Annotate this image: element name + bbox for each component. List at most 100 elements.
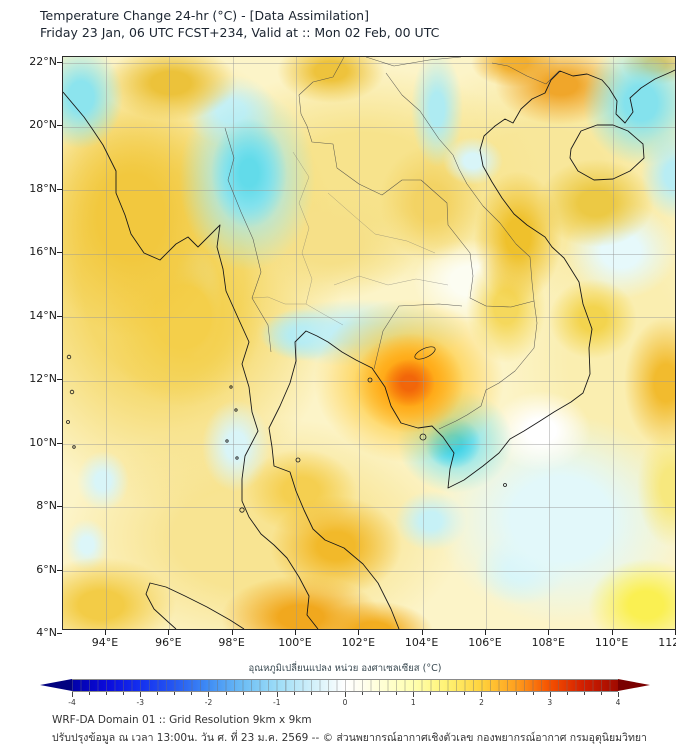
colorbar-tick-label: -2 [204, 698, 213, 707]
x-axis-label: 108°E [531, 636, 566, 649]
y-axis-label: 4°N [36, 625, 57, 639]
colorbar-tick-label: 1 [410, 698, 416, 707]
grid-line-lat [63, 380, 675, 382]
colorbar-tick [566, 692, 568, 695]
colorbar-tick [89, 692, 91, 695]
colorbar-tick [327, 692, 329, 695]
figure-title: Temperature Change 24-hr (°C) - [Data As… [40, 8, 369, 23]
x-axis-label: 96°E [155, 636, 182, 649]
x-axis-label: 112°E [658, 636, 676, 649]
figure-subtitle: Friday 23 Jan, 06 UTC FCST+234, Valid at… [40, 25, 440, 40]
colorbar-tick [344, 692, 346, 697]
x-axis-label: 106°E [468, 636, 502, 649]
colorbar-tick [157, 692, 159, 695]
x-axis-label: 98°E [218, 636, 245, 649]
footer-domain-info: WRF-DA Domain 01 :: Grid Resolution 9km … [52, 714, 312, 726]
y-axis-label: 6°N [36, 562, 57, 576]
colorbar-tick [600, 692, 602, 695]
colorbar-tick [259, 692, 261, 695]
x-axis-label: 100°E [278, 636, 312, 649]
colorbar [40, 679, 650, 692]
colorbar-tick [532, 692, 534, 695]
grid-line-lon [359, 57, 361, 629]
colorbar-tick [498, 692, 500, 695]
colorbar-tick [481, 692, 483, 697]
footer-thai-credit: ปรับปรุงข้อมูล ณ เวลา 13:00น. วัน ศ. ที่… [52, 732, 647, 744]
colorbar-tick-label: -3 [136, 698, 144, 707]
colorbar-tick [617, 692, 619, 697]
x-axis-tick [358, 630, 360, 635]
y-axis-label: 10°N [29, 435, 57, 449]
y-axis-tick [57, 188, 62, 190]
grid-line-lon [106, 57, 107, 629]
y-axis-tick [57, 62, 62, 63]
colorbar-tick-label: -4 [68, 698, 76, 707]
colorbar-tick [123, 692, 125, 695]
coastline-paths [63, 69, 675, 629]
grid-line-lat [63, 63, 675, 65]
y-axis-tick [57, 506, 62, 508]
colorbar-tick [515, 692, 517, 695]
colorbar-tick-label: 2 [479, 698, 484, 707]
x-axis-label: 104°E [404, 636, 439, 649]
grid-line-lon [549, 57, 551, 629]
colorbar-left-arrow [40, 679, 72, 691]
y-axis-label: 16°N [29, 245, 57, 259]
x-axis-tick [294, 630, 296, 635]
x-axis-tick [548, 630, 550, 635]
y-axis-tick [57, 379, 62, 381]
y-axis-tick [57, 252, 62, 254]
grid-line-lat [63, 507, 675, 509]
colorbar-tick [140, 692, 142, 697]
x-axis-tick [484, 630, 486, 635]
x-axis-label: 94°E [91, 636, 119, 649]
colorbar-tick-label: 4 [615, 698, 621, 707]
x-axis-label: 110°E [594, 636, 629, 649]
y-axis-tick [57, 442, 62, 444]
colorbar-tick [430, 692, 432, 695]
y-axis-label: 20°N [29, 118, 57, 132]
colorbar-tick [106, 692, 108, 695]
colorbar-tick-label: 0 [342, 698, 348, 707]
grid-line-lon [612, 57, 614, 629]
colorbar-tick [174, 692, 176, 695]
y-axis-tick [57, 315, 62, 317]
colorbar-tick [379, 692, 381, 695]
colorbar-tick [191, 692, 193, 695]
grid-line-lon [485, 57, 487, 629]
y-axis-label: 14°N [29, 308, 57, 322]
colorbar-tick [362, 692, 364, 695]
grid-line-lon [422, 57, 424, 629]
x-axis-label: 102°E [341, 636, 376, 649]
y-axis-label: 12°N [29, 372, 57, 386]
x-axis-tick [231, 630, 233, 635]
y-axis-tick [57, 569, 62, 571]
grid-line-lat [63, 126, 675, 128]
map-frame [62, 56, 676, 630]
grid-line-lat [63, 253, 675, 255]
x-axis-tick [168, 630, 170, 635]
y-axis-label: 22°N [29, 55, 57, 68]
grid-line-lat [63, 317, 675, 319]
grid-line-lon [232, 57, 234, 629]
island-marks [66, 354, 507, 513]
x-axis-tick [611, 630, 613, 635]
colorbar-tick [413, 692, 415, 697]
x-axis-tick [674, 630, 676, 635]
y-axis-tick [57, 125, 62, 127]
y-axis-label: 8°N [36, 499, 57, 513]
colorbar-tick [396, 692, 398, 695]
colorbar-tick [447, 692, 449, 695]
grid-line-lat [63, 443, 675, 445]
colorbar-tick [225, 692, 227, 695]
coastline-svg [63, 57, 675, 629]
temperature-field [63, 57, 675, 629]
x-axis-tick [105, 630, 106, 635]
colorbar-tick-label: 3 [547, 698, 553, 707]
colorbar-title: อุณหภูมิเปลี่ยนแปลง หน่วย องศาเซลเซียส (… [248, 663, 442, 674]
x-axis-tick [421, 630, 423, 635]
colorbar-tick-label: -1 [273, 698, 281, 707]
colorbar-right-arrow [618, 679, 650, 691]
country-border-paths [224, 57, 560, 430]
